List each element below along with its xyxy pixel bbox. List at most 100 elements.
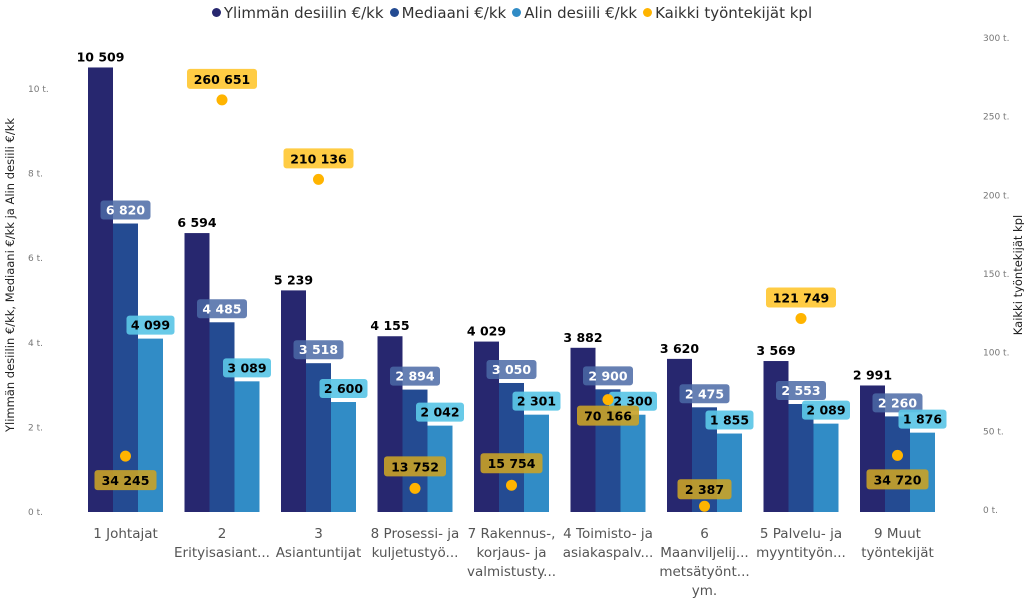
x-tick-label: 8 Prosessi- ja — [371, 526, 460, 542]
data-label-top-decile: 5 239 — [274, 272, 313, 287]
x-tick-label: ym. — [692, 583, 717, 599]
data-label-box — [223, 358, 271, 378]
bar-top-decile — [281, 290, 306, 512]
y-left-tick-label: 8 t. — [28, 170, 43, 180]
data-label-bottom-decile: 2 600 — [324, 381, 363, 396]
legend-dot-icon — [512, 8, 522, 17]
data-label-box — [677, 479, 732, 500]
data-label-bottom-decile: 2 301 — [517, 394, 556, 409]
data-label-box — [293, 340, 344, 360]
x-tick-label: 7 Rakennus-, — [468, 526, 556, 542]
y-right-tick-label: 150 t. — [983, 270, 1009, 280]
data-label-employees: 34 245 — [102, 473, 150, 488]
bar-top-decile — [377, 336, 403, 512]
data-label-bottom-decile: 4 099 — [131, 318, 170, 333]
data-label-box — [187, 68, 257, 89]
x-tick-label: 9 Muut — [874, 526, 921, 542]
data-label-employees: 13 752 — [391, 459, 439, 474]
data-label-bottom-decile: 2 089 — [806, 403, 845, 418]
data-label-median: 2 260 — [878, 395, 917, 410]
data-label-bottom-decile: 3 089 — [227, 360, 266, 375]
data-label-bottom-decile: 2 300 — [613, 394, 652, 409]
data-label-top-decile: 3 620 — [660, 341, 699, 356]
bar-median — [788, 404, 814, 512]
data-label-box — [776, 381, 826, 401]
data-label-box — [94, 470, 157, 491]
bar-bottom-decile — [234, 381, 260, 512]
data-label-box — [480, 453, 543, 474]
data-label-box — [197, 299, 247, 319]
data-label-employees: 260 651 — [194, 72, 251, 87]
data-label-employees: 121 749 — [773, 290, 830, 305]
x-tick-label: myyntityön... — [756, 545, 846, 561]
legend-item[interactable]: Ylimmän desiilin €/kk — [211, 4, 384, 22]
data-label-median: 2 894 — [395, 369, 434, 384]
data-label-box — [100, 200, 151, 220]
x-tick-label: työntekijät — [861, 545, 934, 561]
legend-item[interactable]: Kaikki työntekijät kpl — [643, 4, 812, 22]
scatter-point — [313, 173, 324, 185]
legend-dot-icon — [643, 8, 653, 17]
data-label-median: 2 475 — [685, 386, 724, 401]
y-left-tick-label: 2 t. — [28, 423, 43, 433]
data-label-top-decile: 6 594 — [177, 215, 216, 230]
data-label-top-decile: 2 991 — [853, 367, 892, 382]
data-label-employees: 2 387 — [685, 482, 724, 497]
x-tick-label: 6 — [700, 526, 709, 542]
legend-item[interactable]: Mediaani €/kk — [389, 4, 507, 22]
data-label-bottom-decile: 2 042 — [420, 405, 459, 420]
data-label-box — [283, 148, 354, 169]
data-label-box — [583, 366, 633, 386]
scatter-point — [602, 394, 614, 406]
data-label-box — [390, 366, 440, 386]
data-label-box — [512, 391, 561, 411]
bar-bottom-decile — [813, 423, 839, 512]
legend-item[interactable]: Alin desiili €/kk — [512, 4, 637, 22]
legend-label: Mediaani €/kk — [401, 4, 507, 22]
bar-bottom-decile — [620, 414, 646, 512]
x-tick-label: 2 — [218, 526, 227, 542]
data-label-box — [126, 315, 175, 335]
x-tick-label: valmistusty... — [467, 564, 556, 580]
x-tick-label: 1 Johtajat — [93, 526, 158, 542]
y-left-tick-label: 4 t. — [28, 339, 43, 349]
y-right-tick-label: 100 t. — [983, 349, 1009, 359]
data-label-bottom-decile: 1 876 — [903, 412, 942, 427]
legend-label: Ylimmän desiilin €/kk — [223, 4, 384, 22]
data-label-median: 2 553 — [781, 383, 820, 398]
bar-bottom-decile — [331, 402, 356, 512]
data-label-box — [679, 384, 730, 404]
scatter-point — [120, 450, 131, 462]
data-label-box — [416, 402, 464, 422]
data-label-employees: 15 754 — [488, 456, 536, 471]
scatter-point — [216, 94, 228, 106]
data-label-median: 3 518 — [299, 342, 338, 357]
x-tick-label: asiakaspalv... — [563, 545, 654, 561]
scatter-point — [699, 500, 710, 512]
data-label-top-decile: 10 509 — [77, 49, 125, 64]
bar-top-decile — [184, 233, 210, 513]
data-label-median: 2 900 — [588, 368, 627, 383]
data-label-median: 4 485 — [202, 301, 241, 316]
bar-median — [113, 223, 138, 512]
data-label-bottom-decile: 1 855 — [710, 413, 749, 428]
data-label-employees: 210 136 — [290, 151, 347, 166]
legend-label: Alin desiili €/kk — [524, 4, 638, 22]
data-label-box — [384, 456, 446, 477]
y-right-tick-label: 300 t. — [983, 34, 1009, 44]
bar-bottom-decile — [717, 433, 742, 512]
legend-dot-icon — [211, 8, 221, 17]
y-right-axis-title: Kaikki työntekijät kpl — [1011, 215, 1024, 335]
data-label-box — [872, 393, 923, 413]
y-right-tick-label: 250 t. — [983, 113, 1009, 123]
scatter-point — [892, 449, 903, 461]
y-left-tick-label: 0 t. — [28, 508, 43, 518]
legend: Ylimmän desiilin €/kk Mediaani €/kk Alin d… — [0, 4, 1024, 22]
data-label-box — [319, 379, 368, 399]
data-label-median: 6 820 — [106, 203, 145, 218]
x-tick-label: kuljetustyö... — [372, 545, 459, 561]
x-tick-label: Erityisasiant... — [174, 545, 270, 561]
y-left-axis-title: Ylimmän desiilin €/kk, Mediaani €/kk ja … — [3, 118, 17, 433]
legend-label: Kaikki työntekijät kpl — [655, 4, 813, 22]
